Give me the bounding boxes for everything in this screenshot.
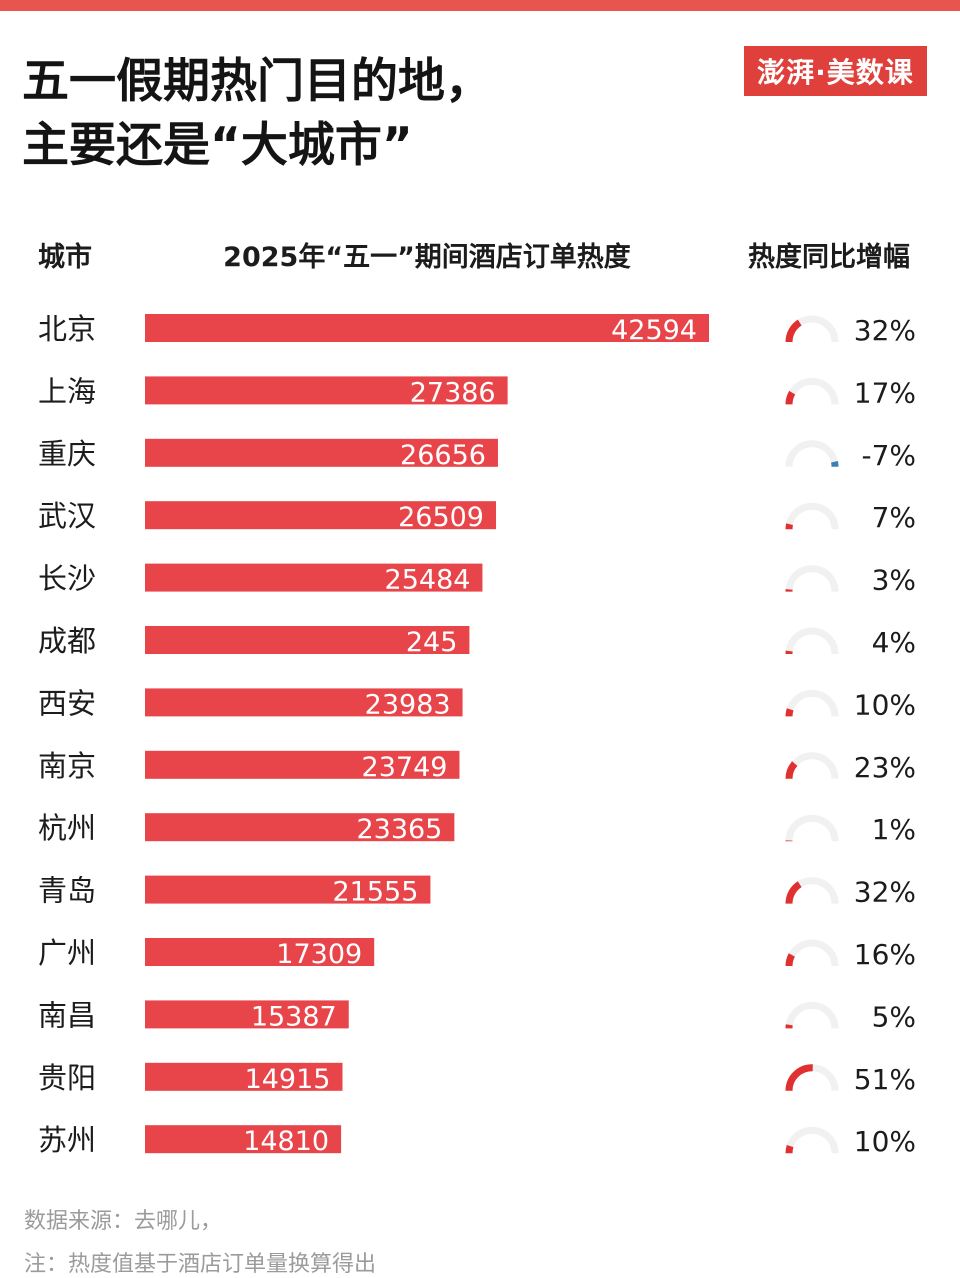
- growth-label: 32%: [854, 314, 916, 347]
- city-label: 苏州: [38, 1123, 96, 1157]
- growth-gauge-fill: [789, 323, 800, 342]
- bar-value-label: 23749: [362, 752, 448, 783]
- growth-gauge-track: [789, 569, 835, 592]
- footnote: 注：热度值基于酒店订单量换算得出: [24, 1246, 376, 1278]
- bar-value-label: 245: [406, 627, 458, 658]
- growth-gauge-track: [789, 1005, 835, 1028]
- growth-label: 7%: [872, 501, 916, 534]
- city-label: 武汉: [38, 499, 96, 533]
- bar-value-label: 25484: [385, 565, 471, 596]
- growth-gauge-fill: [789, 393, 792, 405]
- growth-label: 16%: [854, 938, 916, 971]
- city-label: 杭州: [38, 811, 96, 845]
- city-label: 重庆: [38, 437, 96, 471]
- growth-gauge-track: [789, 444, 835, 467]
- growth-label: 4%: [872, 626, 916, 659]
- bar-value-label: 27386: [410, 377, 496, 408]
- bar-value-label: 21555: [333, 877, 419, 908]
- city-label: 青岛: [38, 874, 96, 908]
- growth-gauge-fill: [789, 955, 792, 966]
- growth-gauge-track: [789, 818, 835, 841]
- growth-gauge-track: [789, 943, 835, 966]
- city-label: 北京: [38, 312, 96, 346]
- growth-gauge-track: [789, 693, 835, 716]
- bar-value-label: 42594: [611, 315, 697, 346]
- growth-label: 1%: [872, 813, 916, 846]
- growth-gauge-fill: [789, 524, 790, 529]
- growth-gauge-fill: [789, 884, 800, 903]
- growth-gauge-track: [789, 631, 835, 654]
- bar-value-label: 26656: [400, 440, 486, 471]
- growth-gauge-fill: [789, 709, 790, 716]
- growth-label: -7%: [861, 439, 916, 472]
- bar-value-label: 15387: [251, 1001, 337, 1032]
- bar-value-label: 23983: [365, 689, 451, 720]
- growth-gauge-fill: [789, 1146, 790, 1153]
- growth-gauge-track: [789, 381, 835, 404]
- growth-label: 32%: [854, 876, 916, 909]
- growth-gauge-track: [789, 506, 835, 529]
- city-label: 西安: [38, 686, 96, 720]
- growth-label: 23%: [854, 751, 916, 784]
- city-label: 广州: [38, 936, 96, 970]
- city-label: 上海: [38, 374, 96, 408]
- city-label: 贵阳: [38, 1061, 96, 1095]
- city-label: 成都: [38, 624, 96, 658]
- growth-gauge-fill: [834, 462, 835, 467]
- growth-label: 3%: [872, 564, 916, 597]
- growth-label: 5%: [872, 1000, 916, 1033]
- bar-value-label: 14915: [245, 1064, 331, 1095]
- growth-label: 10%: [854, 688, 916, 721]
- bar-value-label: 26509: [398, 502, 484, 533]
- bar-value-label: 23365: [356, 814, 442, 845]
- city-label: 南昌: [38, 998, 96, 1032]
- growth-label: 17%: [854, 376, 916, 409]
- city-label: 南京: [38, 749, 96, 783]
- data-source-note: 数据来源：去哪儿，: [24, 1203, 222, 1235]
- growth-gauge-fill: [789, 764, 795, 779]
- bar-value-label: 17309: [276, 939, 362, 970]
- city-label: 长沙: [38, 562, 96, 596]
- growth-gauge-fill: [789, 1068, 813, 1091]
- growth-label: 51%: [854, 1063, 916, 1096]
- growth-gauge-track: [789, 1130, 835, 1153]
- bar-value-label: 14810: [243, 1126, 329, 1157]
- growth-label: 10%: [854, 1125, 916, 1158]
